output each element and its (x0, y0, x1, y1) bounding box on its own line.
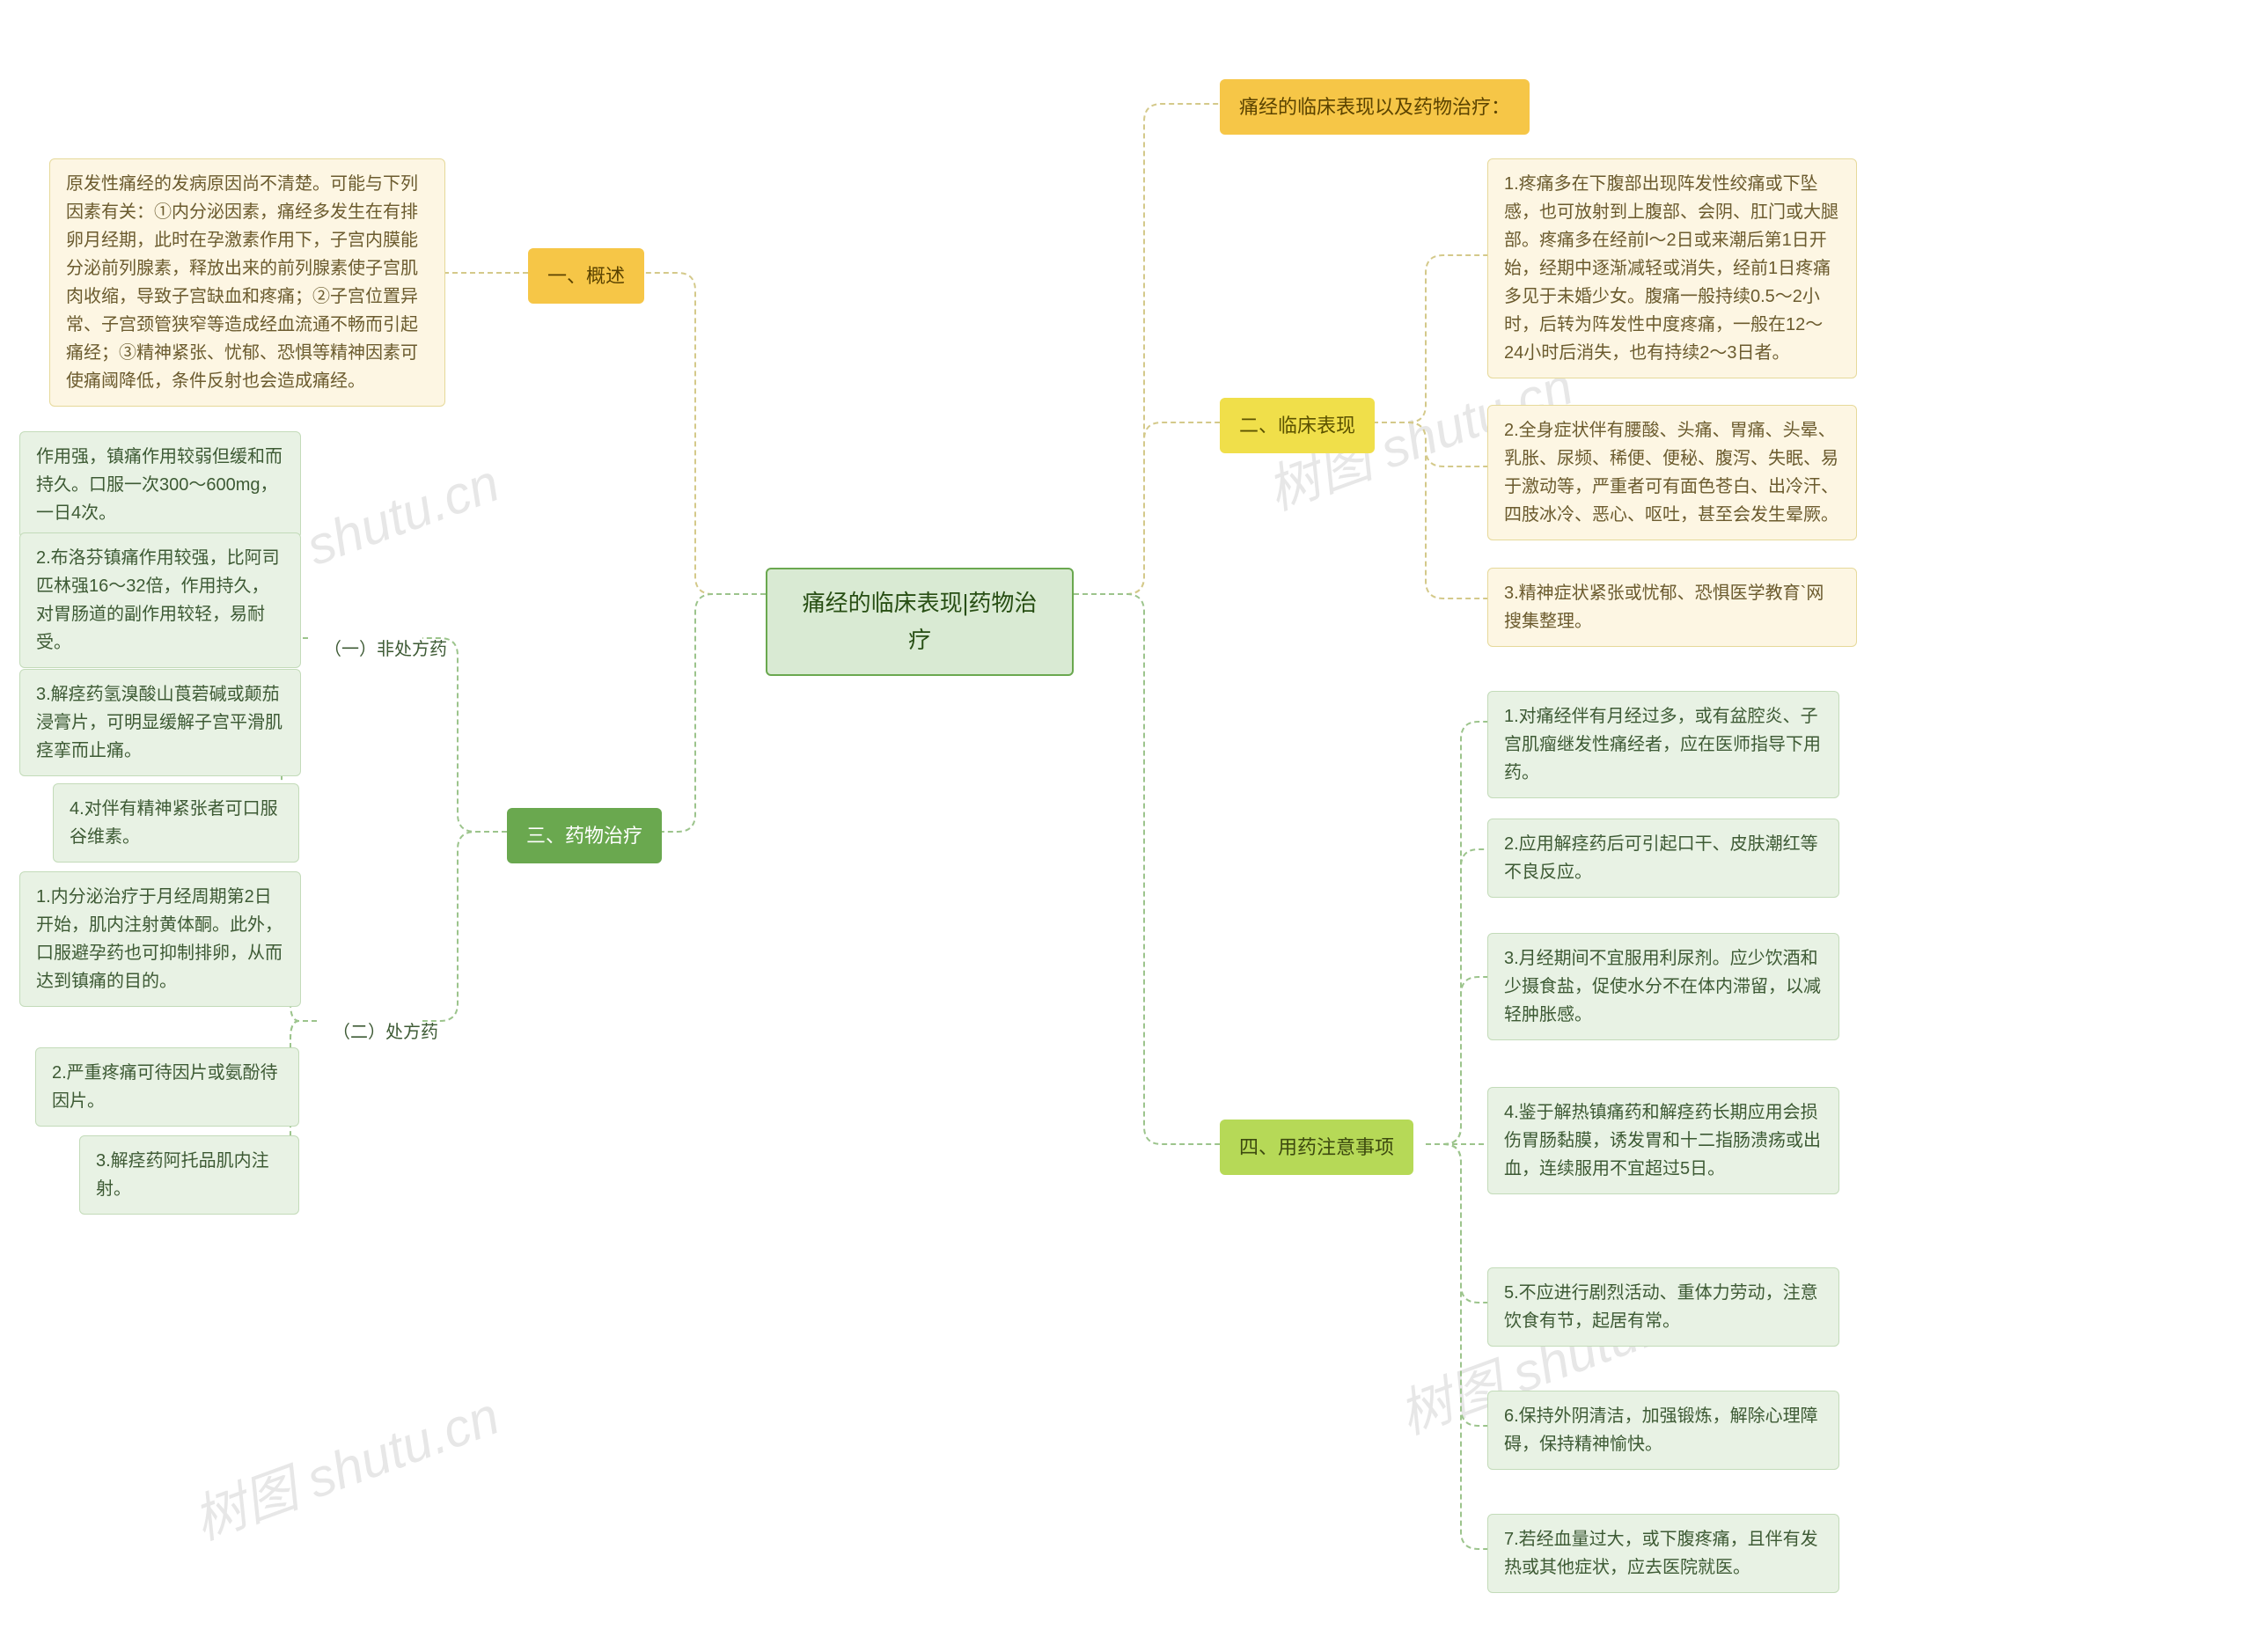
clinical-item-2: 2.全身症状伴有腰酸、头痛、胃痛、头晕、乳胀、尿频、稀便、便秘、腹泻、失眠、易于… (1487, 405, 1857, 540)
precaution-4: 4.鉴于解热镇痛药和解痉药长期应用会损伤胃肠黏膜，诱发胃和十二指肠溃疡或出血，连… (1487, 1087, 1839, 1194)
clinical-node: 二、临床表现 (1220, 398, 1375, 453)
rx-label: （二）处方药 (317, 1008, 454, 1057)
precaution-3: 3.月经期间不宜服用利尿剂。应少饮酒和少摄食盐，促使水分不在体内滞留，以减轻肿胀… (1487, 933, 1839, 1040)
otc-4: 4.对伴有精神紧张者可口服谷维素。 (53, 783, 299, 863)
precaution-6: 6.保持外阴清洁，加强锻炼，解除心理障碍，保持精神愉快。 (1487, 1391, 1839, 1470)
clinical-item-1: 1.疼痛多在下腹部出现阵发性绞痛或下坠感，也可放射到上腹部、会阴、肛门或大腿部。… (1487, 158, 1857, 378)
precautions-node: 四、用药注意事项 (1220, 1120, 1413, 1175)
precaution-5: 5.不应进行剧烈活动、重体力劳动，注意饮食有节，起居有常。 (1487, 1267, 1839, 1347)
watermark: 树图 shutu.cn (181, 1373, 508, 1554)
rx-3: 3.解痉药阿托品肌内注射。 (79, 1135, 299, 1215)
overview-node: 一、概述 (528, 248, 644, 304)
otc-3: 3.解痉药氢溴酸山莨菪碱或颠茄浸膏片，可明显缓解子宫平滑肌痉挛而止痛。 (19, 669, 301, 776)
clinical-item-3: 3.精神症状紧张或忧郁、恐惧医学教育`网搜集整理。 (1487, 568, 1857, 647)
precaution-7: 7.若经血量过大，或下腹疼痛，且伴有发热或其他症状，应去医院就医。 (1487, 1514, 1839, 1593)
precaution-2: 2.应用解痉药后可引起口干、皮肤潮红等不良反应。 (1487, 819, 1839, 898)
rx-1: 1.内分泌治疗于月经周期第2日开始，肌内注射黄体酮。此外，口服避孕药也可抑制排卵… (19, 871, 301, 1007)
header-node: 痛经的临床表现以及药物治疗： (1220, 79, 1530, 135)
treatment-node: 三、药物治疗 (507, 808, 662, 863)
otc-1: 作用强，镇痛作用较弱但缓和而持久。口服一次300～600mg，一日4次。 (19, 431, 301, 539)
otc-label: （一）非处方药 (308, 625, 463, 674)
rx-2: 2.严重疼痛可待因片或氨酚待因片。 (35, 1047, 299, 1127)
otc-2: 2.布洛芬镇痛作用较强，比阿司匹林强16～32倍，作用持久，对胃肠道的副作用较轻… (19, 532, 301, 668)
overview-text: 原发性痛经的发病原因尚不清楚。可能与下列因素有关：①内分泌因素，痛经多发生在有排… (49, 158, 445, 407)
root-node: 痛经的临床表现|药物治疗 (766, 568, 1074, 676)
precaution-1: 1.对痛经伴有月经过多，或有盆腔炎、子宫肌瘤继发性痛经者，应在医师指导下用药。 (1487, 691, 1839, 798)
